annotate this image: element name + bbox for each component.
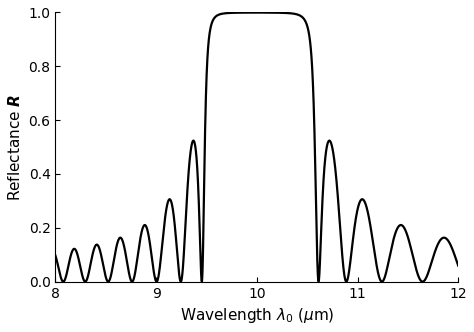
Y-axis label: Reflectance $\boldsymbol{R}$: Reflectance $\boldsymbol{R}$ [7, 93, 23, 201]
X-axis label: Wavelength $\lambda_0$ ($\mu$m): Wavelength $\lambda_0$ ($\mu$m) [180, 306, 334, 325]
